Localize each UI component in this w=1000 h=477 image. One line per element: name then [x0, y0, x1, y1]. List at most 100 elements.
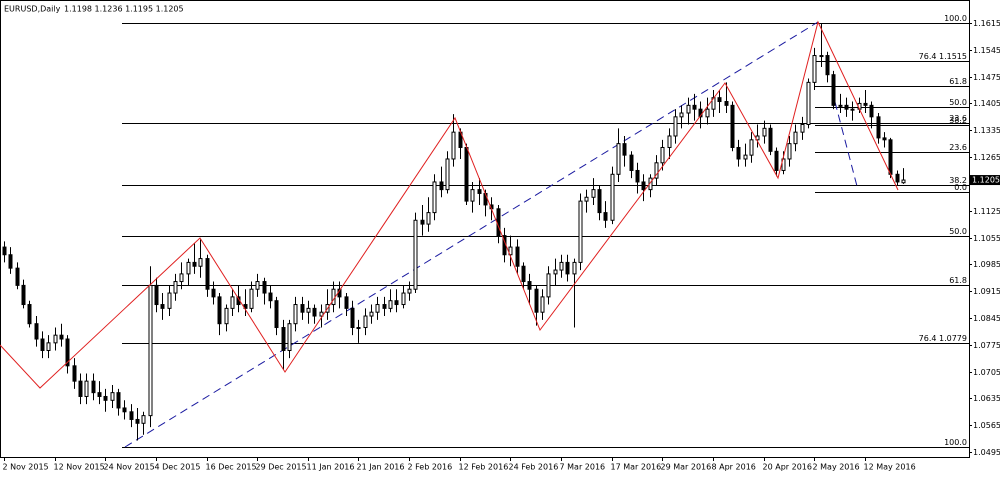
symbol-label: EURUSD,Daily: [4, 5, 61, 14]
candle-body-down: [27, 304, 32, 325]
candles-group: [2, 22, 906, 441]
candle-body-down: [774, 150, 779, 171]
fib-level-label: 23.6: [949, 143, 967, 152]
candle-body-up: [369, 311, 374, 317]
candle-body-up: [812, 55, 817, 83]
candle-body-up: [667, 135, 672, 148]
x-tick-label: 12 Feb 2016: [459, 463, 509, 472]
fib-level-label: 38.2: [949, 176, 967, 185]
candle-body-up: [306, 307, 311, 313]
fib-level-label: 0.0: [954, 183, 967, 192]
candle-body-up: [356, 327, 361, 330]
candle-body-up: [559, 261, 564, 271]
candle-body-up: [148, 284, 153, 417]
candle-body-up: [806, 81, 811, 125]
candle-body-down: [91, 380, 96, 394]
candle-body-down: [40, 338, 45, 352]
y-tick-label: 1.1125: [973, 207, 1000, 216]
candle-body-up: [331, 288, 336, 306]
x-tick-label: 29 Dec 2015: [256, 463, 307, 472]
fib-level-label: 100.0: [944, 14, 967, 23]
candle-body-up: [673, 116, 678, 137]
candle-body-up: [445, 158, 450, 191]
candle-body-down: [344, 296, 349, 309]
candle-body-up: [407, 288, 412, 294]
candle-body-up: [110, 392, 115, 401]
candle-body-down: [103, 395, 108, 401]
x-tick-label: 29 Mar 2016: [661, 463, 712, 472]
candle-body-down: [8, 254, 13, 269]
candle-body-up: [578, 200, 583, 263]
candle-body-down: [730, 104, 735, 148]
fib-level-label: 76.4 1.0779: [919, 334, 967, 343]
candle-body-down: [154, 284, 159, 306]
candle-body-up: [616, 143, 621, 175]
y-tick-label: 1.1545: [973, 46, 1000, 55]
candle-body-down: [135, 418, 140, 424]
candle-body-down: [72, 365, 77, 382]
candle-body-up: [167, 292, 172, 309]
x-tick-label: 20 Apr 2016: [763, 463, 812, 472]
fib-level-label: 50.0: [949, 227, 967, 236]
candle-body-down: [496, 208, 501, 237]
plot-frame: [0, 0, 970, 458]
candle-body-up: [508, 246, 513, 256]
candle-body-down: [97, 392, 102, 397]
candle-body-down: [477, 189, 482, 194]
candle-body-down: [641, 181, 646, 191]
candle-body-down: [629, 154, 634, 171]
candle-body-down: [160, 304, 165, 309]
candle-body-down: [21, 284, 26, 306]
candle-body-up: [819, 55, 824, 58]
y-tick-label: 1.1055: [973, 234, 1000, 243]
candle-body-down: [350, 307, 355, 329]
candle-body-down: [205, 258, 210, 290]
candle-body-down: [895, 173, 900, 183]
candle-body-down: [59, 334, 64, 340]
candle-body-down: [768, 127, 773, 152]
candle-body-down: [597, 189, 602, 214]
candle-body-up: [540, 296, 545, 313]
x-tick-label: 24 Nov 2015: [104, 463, 155, 472]
fib-level-label: 76.4 1.1515: [919, 52, 967, 61]
candle-body-up: [46, 342, 51, 352]
y-tick-label: 1.1475: [973, 73, 1000, 82]
zigzag-line: [0, 20, 899, 389]
candle-body-down: [129, 411, 134, 420]
candle-body-down: [15, 267, 20, 286]
candle-body-down: [394, 300, 399, 306]
candle-body-down: [724, 101, 729, 106]
x-tick-label: 2 Nov 2015: [3, 463, 49, 472]
candle-body-up: [850, 108, 855, 111]
candle-body-up: [793, 131, 798, 145]
candle-body-up: [743, 154, 748, 160]
candle-body-up: [198, 258, 203, 267]
trend-line: [834, 101, 859, 191]
candle-body-down: [34, 323, 39, 340]
candle-body-up: [838, 104, 843, 107]
y-tick-label: 1.0775: [973, 341, 1000, 350]
candle-body-up: [401, 292, 406, 306]
y-tick-label: 1.0495: [973, 448, 1000, 457]
candle-body-down: [262, 281, 267, 294]
candle-body-up: [224, 307, 229, 325]
last-price-box: [969, 175, 1000, 186]
candle-body-up: [705, 108, 710, 118]
candle-body-down: [439, 181, 444, 191]
y-tick-label: 1.1265: [973, 153, 1000, 162]
candle-body-down: [515, 246, 520, 267]
candle-body-down: [565, 261, 570, 275]
candle-body-up: [287, 323, 292, 352]
candle-body-up: [249, 288, 254, 309]
x-tick-label: 8 Apr 2016: [712, 463, 756, 472]
candle-body-up: [572, 261, 577, 275]
x-tick-label: 24 Feb 2016: [509, 463, 559, 472]
candle-body-down: [521, 265, 526, 283]
candle-body-up: [660, 146, 665, 164]
y-tick-label: 1.0845: [973, 314, 1000, 323]
axes-group: 1.1615 1.1545 1.1475 1.1405 1.1335 1.1265 1.11…: [3, 19, 1000, 472]
candle-body-up: [53, 334, 58, 344]
candle-body-up: [686, 104, 691, 114]
